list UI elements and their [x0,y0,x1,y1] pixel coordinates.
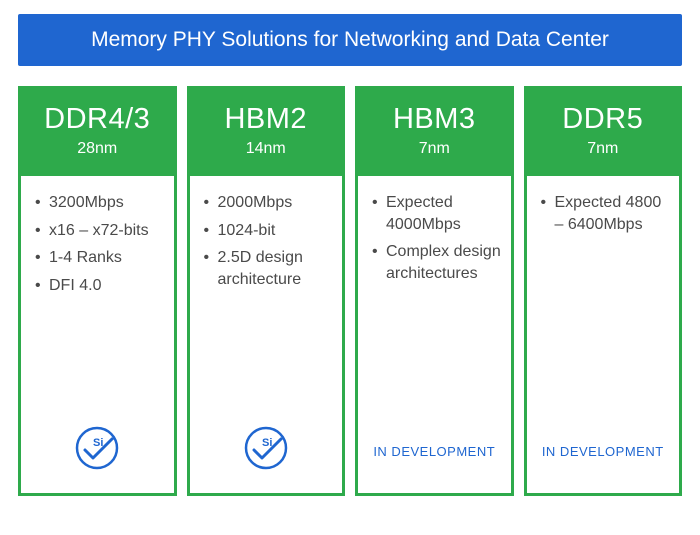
list-item: 3200Mbps [33,192,168,214]
in-development-label: IN DEVELOPMENT [542,444,664,459]
list-item: 1024-bit [202,220,337,242]
card-subtitle: 7nm [531,140,676,158]
card-title: DDR4/3 [25,103,170,136]
card-footer: Si [27,424,168,483]
bullet-list: Expected 4000Mbps Complex design archite… [364,192,505,425]
card-body: 3200Mbps x16 – x72-bits 1-4 Ranks DFI 4.… [21,176,174,493]
card-hbm2: HBM2 14nm 2000Mbps 1024-bit 2.5D design … [187,86,346,496]
list-item: 2000Mbps [202,192,337,214]
list-item: 2.5D design architecture [202,247,337,290]
in-development-label: IN DEVELOPMENT [373,444,495,459]
card-subtitle: 28nm [25,140,170,158]
card-hbm3: HBM3 7nm Expected 4000Mbps Complex desig… [355,86,514,496]
card-row: DDR4/3 28nm 3200Mbps x16 – x72-bits 1-4 … [18,86,682,496]
svg-text:Si: Si [93,437,103,449]
list-item: Expected 4800 – 6400Mbps [539,192,674,235]
list-item: DFI 4.0 [33,275,168,297]
card-body: Expected 4000Mbps Complex design archite… [358,176,511,493]
silicon-verified-icon: Si [242,424,290,477]
card-title: HBM2 [194,103,339,136]
card-head: HBM2 14nm [190,89,343,176]
card-subtitle: 14nm [194,140,339,158]
card-footer: IN DEVELOPMENT [364,425,505,483]
card-title: DDR5 [531,103,676,136]
silicon-verified-icon: Si [73,424,121,477]
list-item: Complex design architectures [370,241,505,284]
card-head: DDR4/3 28nm [21,89,174,176]
title-bar: Memory PHY Solutions for Networking and … [18,14,682,66]
card-footer: IN DEVELOPMENT [533,425,674,483]
card-footer: Si [196,424,337,483]
svg-text:Si: Si [262,437,272,449]
list-item: 1-4 Ranks [33,247,168,269]
card-head: HBM3 7nm [358,89,511,176]
bullet-list: 3200Mbps x16 – x72-bits 1-4 Ranks DFI 4.… [27,192,168,424]
bullet-list: Expected 4800 – 6400Mbps [533,192,674,425]
page-title: Memory PHY Solutions for Networking and … [91,28,609,51]
card-ddr5: DDR5 7nm Expected 4800 – 6400Mbps IN DEV… [524,86,683,496]
card-ddr43: DDR4/3 28nm 3200Mbps x16 – x72-bits 1-4 … [18,86,177,496]
card-subtitle: 7nm [362,140,507,158]
bullet-list: 2000Mbps 1024-bit 2.5D design architectu… [196,192,337,424]
card-title: HBM3 [362,103,507,136]
card-head: DDR5 7nm [527,89,680,176]
card-body: 2000Mbps 1024-bit 2.5D design architectu… [190,176,343,493]
list-item: x16 – x72-bits [33,220,168,242]
list-item: Expected 4000Mbps [370,192,505,235]
card-body: Expected 4800 – 6400Mbps IN DEVELOPMENT [527,176,680,493]
